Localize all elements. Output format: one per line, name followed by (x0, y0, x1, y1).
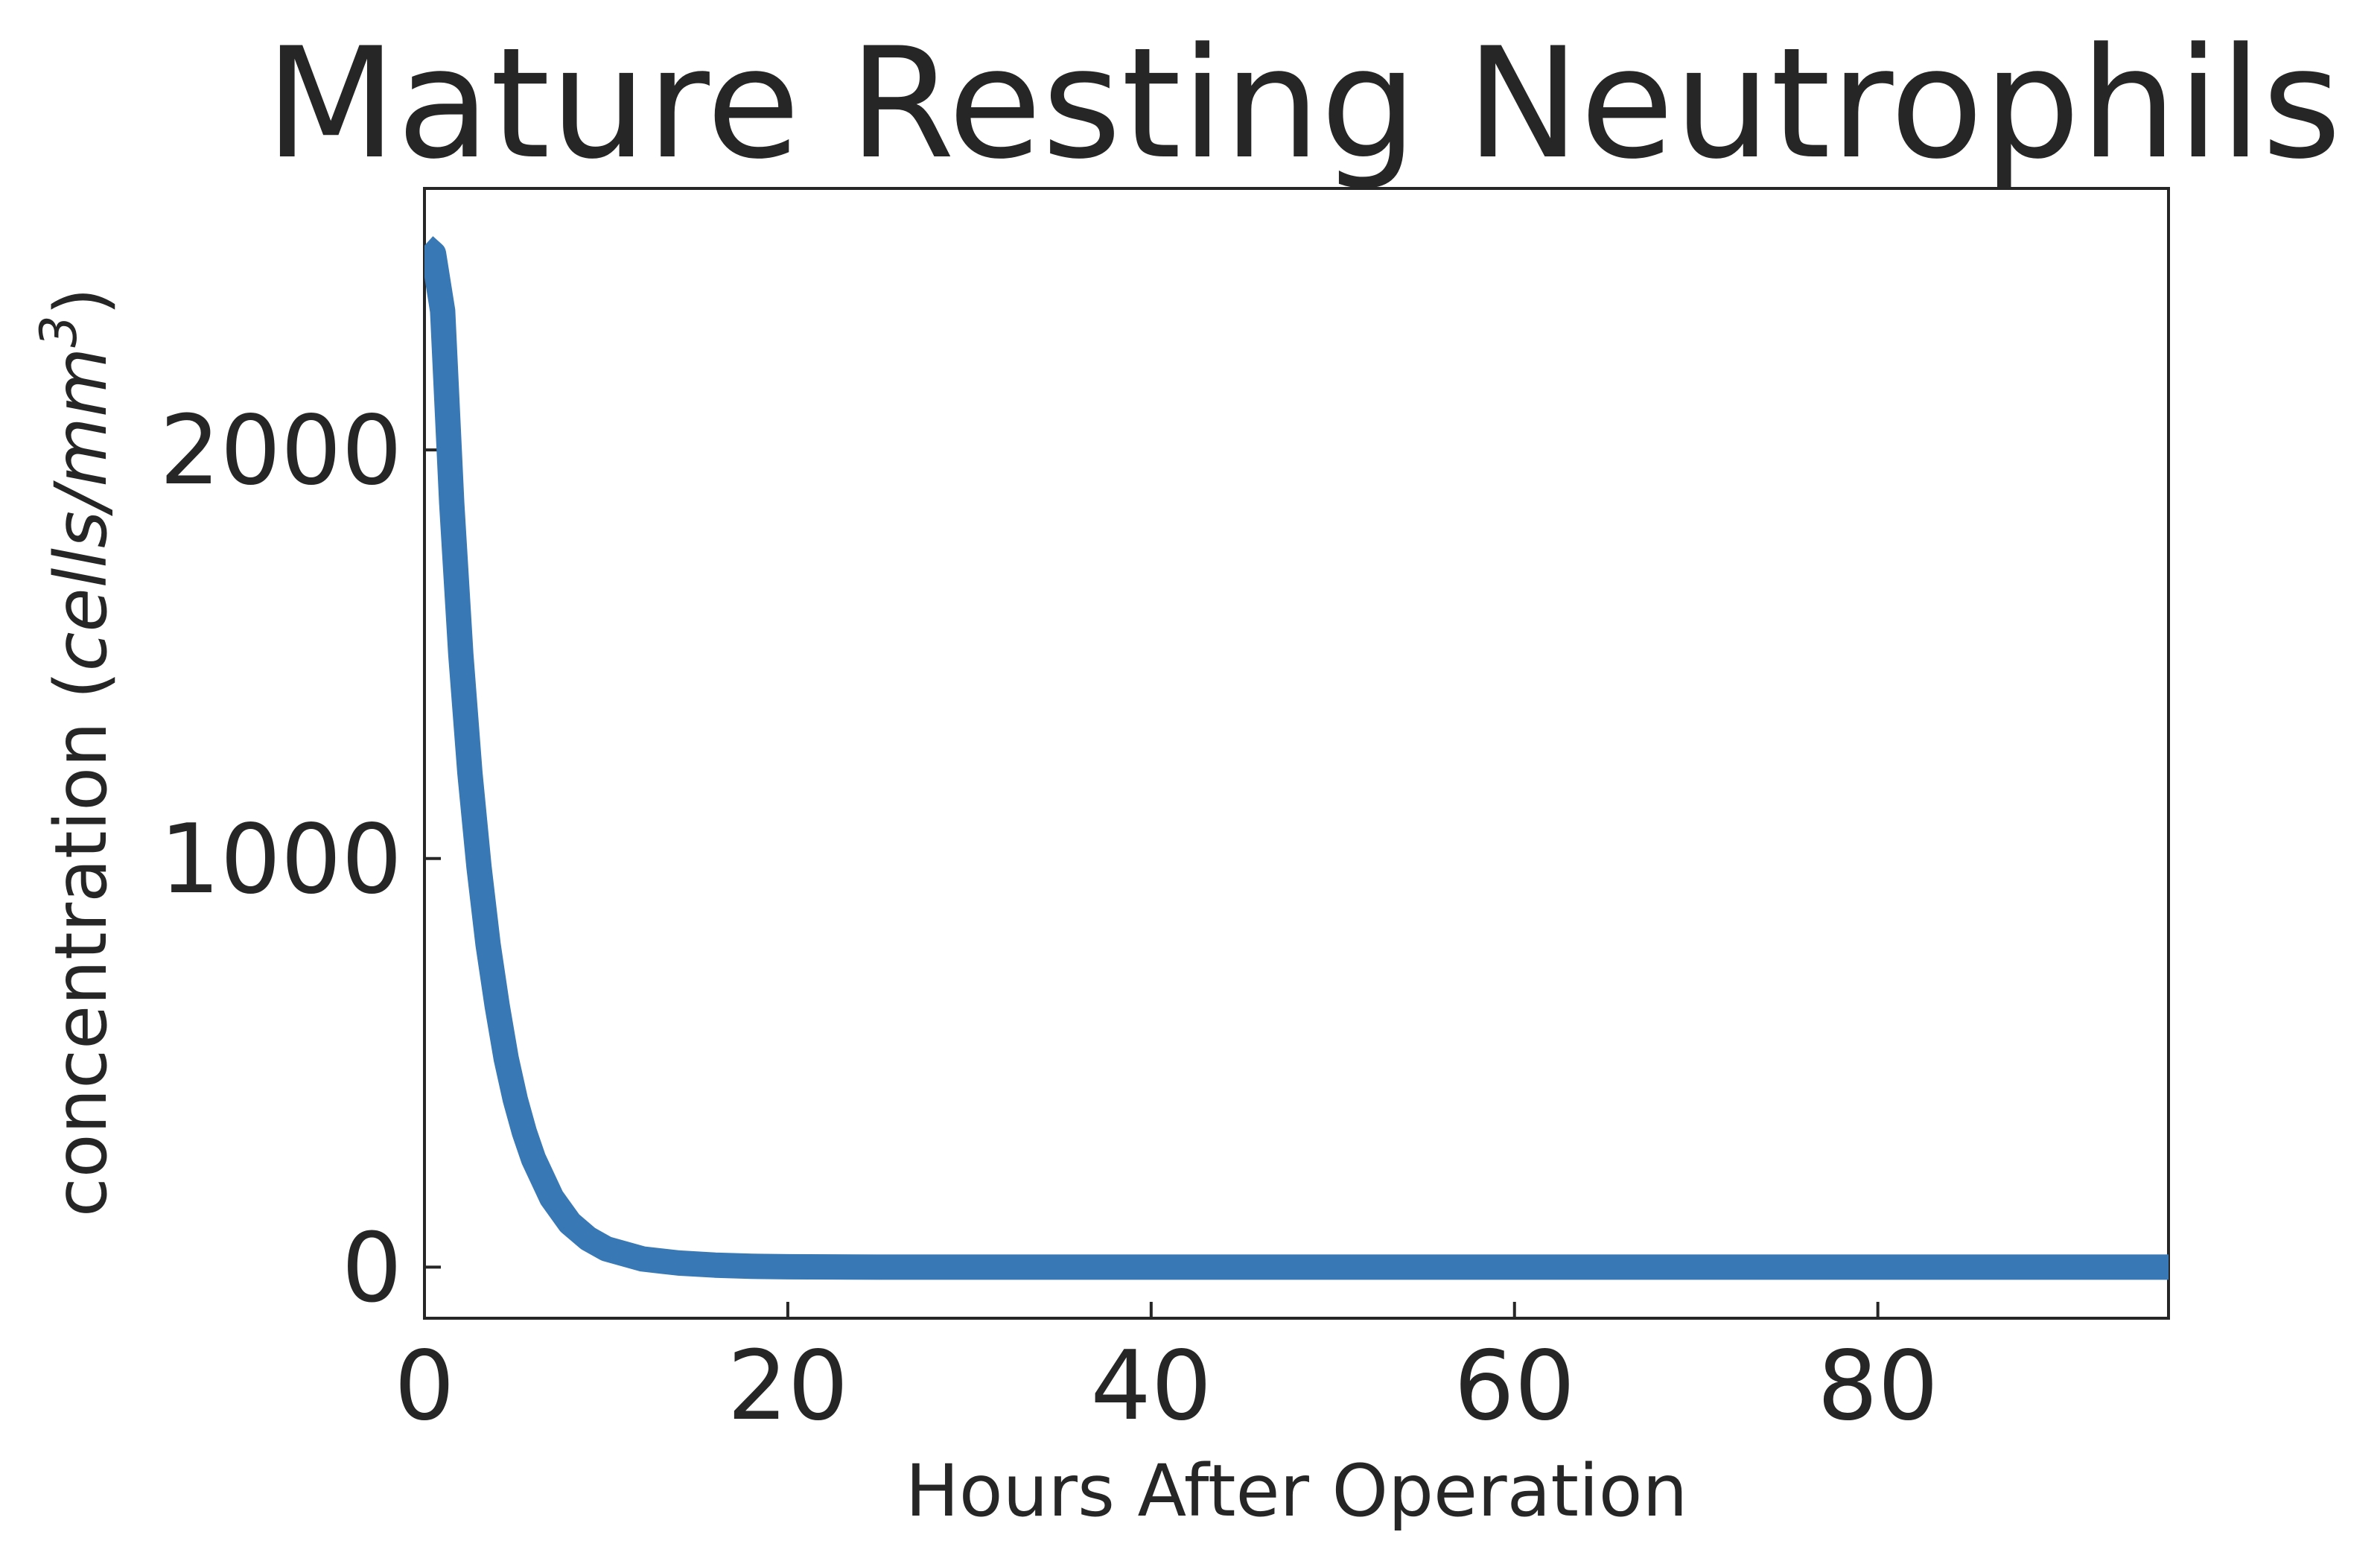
chart-title: Mature Resting Neutrophils (265, 16, 2341, 193)
y-axis-label: concentration (cells/mm3) (30, 287, 123, 1217)
plot-area (423, 187, 2170, 1320)
y-axis-label-main: concentration (39, 722, 123, 1217)
y-axis-label-unit: cells/mm (39, 348, 123, 672)
x-axis-label: Hours After Operation (906, 1449, 1688, 1533)
y-axis-label-close-paren: ) (39, 287, 123, 315)
y-axis: 0 1000 2000 (159, 395, 441, 1323)
y-tick-label-2000: 2000 (159, 395, 402, 506)
x-tick-label-0: 0 (394, 1331, 454, 1442)
plot-frame (423, 187, 2170, 1320)
y-tick-label-1000: 1000 (159, 804, 402, 915)
x-tick-label-60: 60 (1454, 1331, 1575, 1442)
y-tick-label-0: 0 (342, 1212, 402, 1323)
y-axis-label-open-paren: ( (39, 671, 123, 722)
series-layer (424, 236, 2169, 1280)
x-tick-label-20: 20 (727, 1331, 848, 1442)
series-line-0 (424, 236, 2169, 1280)
x-tick-label-80: 80 (1817, 1331, 1938, 1442)
y-axis-label-exponent: 3 (30, 315, 89, 347)
x-tick-label-40: 40 (1090, 1331, 1212, 1442)
x-axis: 0 20 40 60 80 (394, 1302, 1938, 1442)
